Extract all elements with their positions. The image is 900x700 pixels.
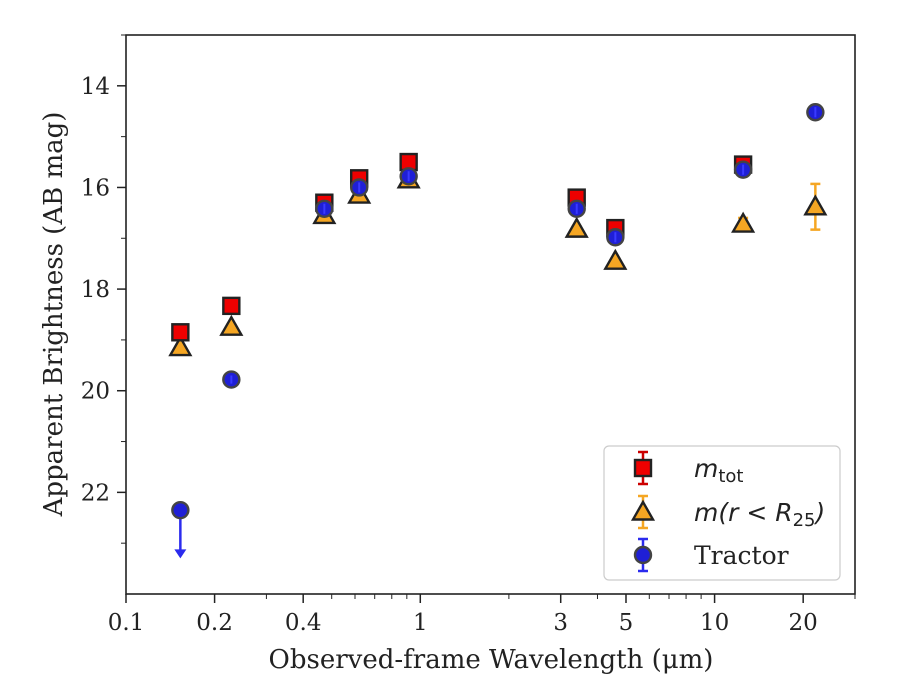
x-tick-label: 20	[789, 610, 818, 636]
y-tick-label: 16	[81, 175, 110, 201]
legend-label-subscript: tot	[718, 466, 743, 487]
x-tick-label: 0.4	[285, 610, 322, 636]
x-tick-label: 1	[413, 610, 428, 636]
triangle-point	[168, 335, 193, 357]
legend-square-marker	[633, 458, 653, 478]
triangle-point	[803, 194, 828, 216]
triangle-point	[564, 216, 589, 238]
legend-triangle-marker	[630, 499, 656, 521]
legend-label-part: )	[814, 498, 826, 527]
legend-items: mtot m(r < R25) Tractor	[630, 450, 825, 573]
triangle-point	[731, 211, 756, 233]
plot-frame	[125, 34, 856, 595]
triangle-point	[219, 314, 244, 336]
legend-box	[603, 445, 841, 581]
legend: mtot m(r < R25) Tractor	[603, 445, 841, 581]
y-tick-label: 22	[81, 480, 110, 506]
legend-label-part: m	[694, 454, 718, 483]
x-tick-label: 5	[619, 610, 634, 636]
legend-label: m(r < R25)	[694, 498, 825, 531]
y-tick-label: 14	[81, 74, 110, 100]
y-tick-label: 20	[81, 379, 110, 405]
y-tick-label: 18	[81, 277, 110, 303]
legend-label-subscript: 25	[793, 510, 816, 531]
square-point	[222, 296, 241, 316]
triangle-point	[603, 248, 628, 270]
circle-point	[171, 500, 190, 520]
legend-label-part: m(r < R	[694, 498, 793, 527]
x-axis-label: Observed-frame Wavelength (μm)	[269, 645, 714, 675]
x-tick-label: 3	[553, 610, 568, 636]
legend-circle-marker	[633, 545, 653, 565]
upper-limit-arrow-head	[174, 549, 187, 559]
legend-label: Tractor	[694, 541, 789, 570]
legend-label: mtot	[694, 454, 744, 487]
data-markers	[168, 103, 828, 520]
x-tick-label: 10	[700, 610, 729, 636]
axis-ticks: 0.1 0.2 0.4 1 3 5 10 20 14 16 18 20 22	[81, 34, 856, 636]
y-axis-label: Apparent Brightness (AB mag)	[39, 112, 69, 518]
x-tick-label: 0.2	[196, 610, 233, 636]
square-point	[171, 323, 190, 342]
x-tick-label: 0.1	[108, 610, 145, 636]
